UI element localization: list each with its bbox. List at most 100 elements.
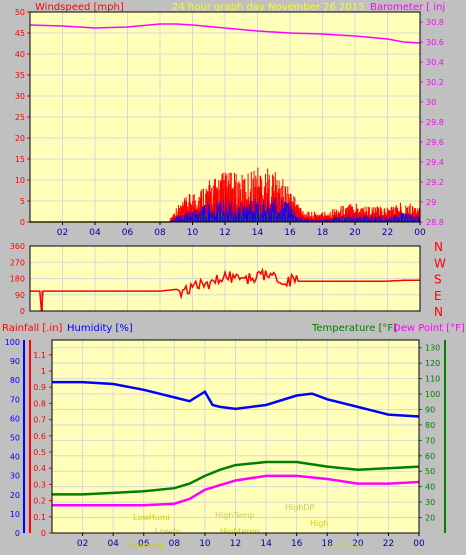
x-tick-label: 10 (199, 539, 211, 549)
y-right-tick-label: 30.6 (426, 38, 444, 47)
barometer-axis-label: Barometer [ inj (370, 2, 445, 13)
y-right-tick-label: 29.8 (426, 118, 444, 127)
x-tick-label: 08 (169, 539, 181, 549)
x-tick-label: 22 (383, 539, 394, 549)
y-right-tick-label: 30 (426, 98, 436, 107)
humidity-tick-label: 10 (10, 510, 20, 519)
humidity-tick-label: 0 (15, 529, 20, 538)
rain-tick-label: 0.5 (33, 448, 46, 457)
x-tick-label: 12 (230, 539, 241, 549)
y-right-tick-label: 29.2 (426, 178, 444, 187)
wind-direction-line (30, 267, 420, 312)
minmax-annotation: High (310, 519, 328, 528)
rain-tick-label: 0.4 (33, 464, 46, 473)
x-tick-label: 04 (107, 539, 119, 549)
rain-tick-label: 0.2 (33, 497, 46, 506)
temperature-line (52, 460, 420, 496)
y-left-tick-label: 0 (20, 218, 25, 227)
compass-label: N (434, 240, 443, 254)
y-left-tick-label: 50 (15, 8, 25, 17)
x-tick-label: 20 (349, 228, 361, 238)
y-right-tick-label: 28.8 (426, 218, 444, 227)
y-right-tick-label: 29 (426, 198, 436, 207)
rain-tick-label: 0.6 (33, 432, 46, 441)
compass-label: N (434, 305, 443, 319)
compass-label: E (434, 289, 442, 303)
chart-title: 24 hour graph day November 26 2015 (172, 2, 365, 13)
y-left-tick-label: 35 (15, 71, 25, 80)
y-left-tick-label: 15 (15, 155, 25, 164)
humidity-tick-label: 70 (10, 395, 20, 404)
y-left-tick-label: 270 (10, 258, 25, 267)
rain-tick-label: 0.9 (33, 383, 46, 392)
temperature-tick-label: 100 (425, 390, 440, 399)
y-left-tick-label: 0 (20, 307, 25, 316)
humidity-tick-label: 50 (10, 434, 20, 443)
humidity-tick-label: 30 (10, 472, 20, 481)
plot-border (51, 339, 420, 534)
plot-border (29, 245, 421, 312)
rain-tick-label: 0.1 (33, 513, 46, 522)
temperature-tick-label: 20 (425, 514, 435, 523)
rain-tick-label: 0 (41, 529, 46, 538)
y-right-tick-label: 29.4 (426, 158, 444, 167)
minmax-annotation: HighDP (285, 503, 315, 512)
temperature-tick-label: 30 (425, 498, 435, 507)
dewpoint-axis-label: Dew Point [°F] (393, 323, 465, 334)
rain-tick-label: 0.7 (33, 416, 46, 425)
compass-label: W (434, 256, 446, 270)
temperature-tick-label: 80 (425, 421, 435, 430)
dew-point-line (52, 474, 420, 507)
humidity-tick-label: 80 (10, 376, 20, 385)
y-left-tick-label: 20 (15, 134, 25, 143)
rain-tick-label: 1.1 (33, 351, 46, 360)
y-left-tick-label: 10 (15, 176, 25, 185)
x-tick-label: 00 (413, 539, 425, 549)
x-tick-label: 18 (317, 228, 329, 238)
plot-border (29, 11, 421, 223)
temperature-tick-label: 120 (425, 359, 440, 368)
x-tick-label: 04 (89, 228, 101, 238)
wind-barometer-panel: 0 5 10 15 20 25 30 35 40 45 50 28.8 29 29.2 29.4 29.6 29… (15, 8, 444, 238)
x-tick-label: 10 (187, 228, 199, 238)
x-tick-label: 14 (260, 539, 272, 549)
humidity-tick-label: 20 (10, 491, 20, 500)
x-tick-label: 18 (322, 539, 334, 549)
x-tick-label: 06 (122, 228, 134, 238)
y-left-tick-label: 30 (15, 92, 25, 101)
y-right-tick-label: 30.2 (426, 78, 444, 87)
humidity-tick-label: 100 (5, 338, 20, 347)
temperature-tick-label: 130 (425, 344, 440, 353)
humidity-tick-label: 60 (10, 414, 20, 423)
y-left-tick-label: 90 (15, 291, 25, 300)
y-right-tick-label: 29.6 (426, 138, 444, 147)
rainfall-axis-label: Rainfall [.in] (2, 323, 63, 334)
humidity-tick-label: 90 (10, 357, 20, 366)
x-tick-label: 02 (57, 228, 68, 238)
x-tick-label: 06 (138, 539, 150, 549)
humidity-tick-label: 40 (10, 453, 20, 462)
minmax-annotation: Lowdp (155, 527, 181, 536)
minmax-annotation: Hightemp (220, 527, 259, 536)
y-right-tick-label: 30.8 (426, 18, 444, 27)
rain-tick-label: 0.8 (33, 399, 46, 408)
temperature-tick-label: 50 (425, 467, 435, 476)
windspeed-axis-label: Windspeed [mph] (35, 2, 124, 13)
y-left-tick-label: 25 (15, 113, 25, 122)
temperature-tick-label: 70 (425, 436, 435, 445)
temperature-axis-label: Temperature [°F] (311, 323, 397, 334)
y-left-tick-label: 360 (10, 242, 25, 251)
minmax-annotation: LowHumi (133, 513, 170, 522)
rain-tick-label: 1 (41, 367, 46, 376)
minmax-annotation: HighTemp (215, 511, 255, 520)
barometer-line (29, 23, 421, 44)
temperature-tick-label: 90 (425, 405, 435, 414)
x-tick-label: 12 (219, 228, 230, 238)
x-tick-label: 14 (252, 228, 264, 238)
temperature-tick-label: 60 (425, 452, 435, 461)
y-right-tick-label: 30.4 (426, 58, 444, 67)
x-tick-label: 22 (382, 228, 393, 238)
minmax-annotation: LowTemp (325, 541, 362, 550)
